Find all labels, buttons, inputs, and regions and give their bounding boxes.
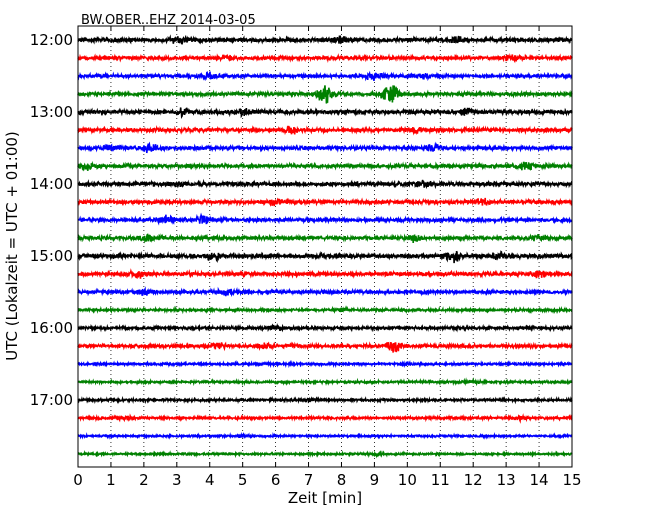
x-tick-label: 14 xyxy=(530,471,549,489)
x-tick-label: 12 xyxy=(464,471,483,489)
x-tick-label: 9 xyxy=(370,471,380,489)
trace-1500 xyxy=(77,250,573,264)
x-tick-label: 7 xyxy=(304,471,314,489)
trace-1615 xyxy=(77,341,573,353)
x-tick-label: 11 xyxy=(431,471,450,489)
trace-1345 xyxy=(77,160,573,172)
trace-1200 xyxy=(77,34,573,45)
y-tick-label: 17:00 xyxy=(30,391,73,409)
x-tick-label: 0 xyxy=(73,471,83,489)
x-tick-label: 10 xyxy=(398,471,417,489)
trace-1715 xyxy=(77,413,573,424)
chart-title: BW.OBER..EHZ 2014-03-05 xyxy=(81,13,256,28)
trace-1700 xyxy=(77,395,573,405)
y-tick-label: 13:00 xyxy=(30,103,73,121)
x-tick-label: 6 xyxy=(271,471,281,489)
trace-1245 xyxy=(77,85,573,104)
grid-lines xyxy=(110,26,540,467)
y-tick-label: 14:00 xyxy=(30,175,73,193)
trace-1300 xyxy=(77,107,573,119)
y-tick-label: 12:00 xyxy=(30,31,73,49)
trace-1430 xyxy=(77,212,573,226)
x-tick-label: 8 xyxy=(337,471,347,489)
x-tick-label: 3 xyxy=(172,471,182,489)
x-tick-label: 1 xyxy=(106,471,116,489)
x-tick-label: 15 xyxy=(562,471,581,489)
trace-1630 xyxy=(77,359,573,369)
trace-1745 xyxy=(77,450,573,459)
trace-1600 xyxy=(77,323,573,333)
y-axis-label: UTC (Lokalzeit = UTC + 01:00) xyxy=(3,131,21,361)
trace-1530 xyxy=(77,286,573,297)
x-tick-label: 13 xyxy=(497,471,516,489)
trace-1645 xyxy=(77,377,573,387)
trace-1400 xyxy=(77,178,573,190)
trace-1515 xyxy=(77,268,573,280)
trace-1315 xyxy=(77,125,573,136)
x-axis-label: Zeit [min] xyxy=(288,489,362,507)
trace-1415 xyxy=(77,197,573,207)
x-tick-label: 4 xyxy=(205,471,215,489)
y-tick-label: 16:00 xyxy=(30,319,73,337)
trace-1445 xyxy=(77,233,573,244)
trace-1230 xyxy=(77,70,573,82)
y-tick-label: 15:00 xyxy=(30,247,73,265)
x-tick-label: 5 xyxy=(238,471,248,489)
plot-frame xyxy=(77,25,573,468)
x-tick-label: 2 xyxy=(139,471,149,489)
trace-1545 xyxy=(77,305,573,315)
trace-1330 xyxy=(77,141,573,154)
axis-ticks: 0 1 2 3 4 5 6 7 8 9 10 11 12 13 14 1512:0013:0014:0015:… xyxy=(30,26,582,489)
trace-1730 xyxy=(77,431,573,440)
trace-1215 xyxy=(77,53,573,64)
seismic-traces xyxy=(77,34,573,459)
